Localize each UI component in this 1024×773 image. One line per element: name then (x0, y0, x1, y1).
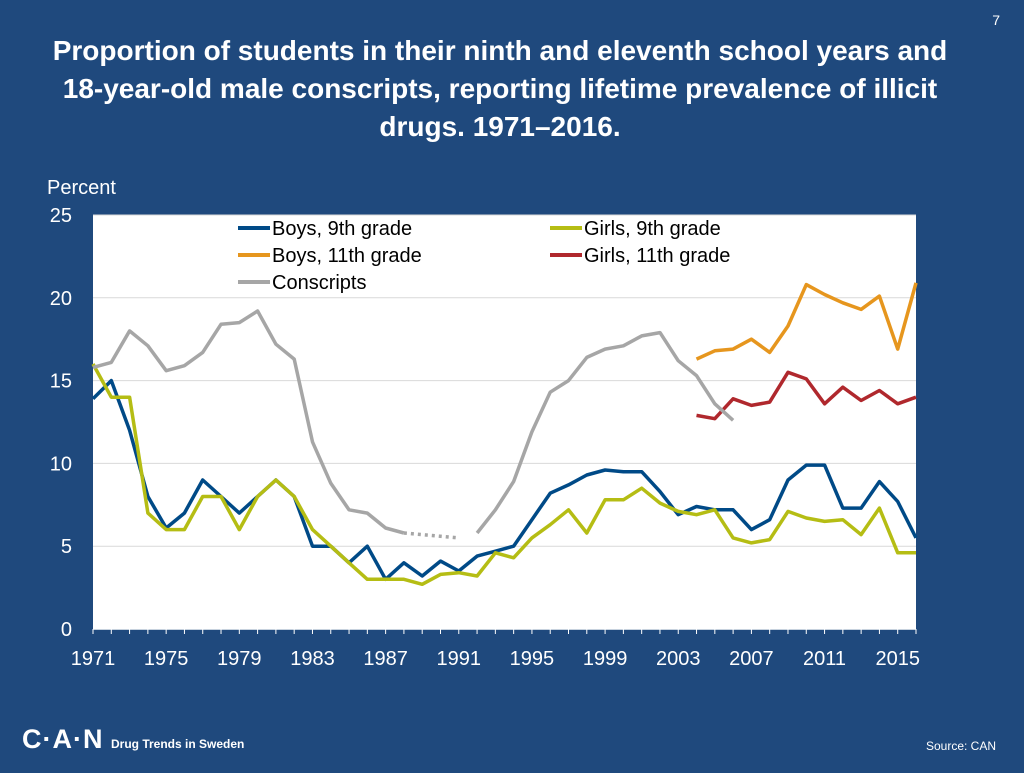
page-number: 7 (992, 12, 1000, 28)
y-tick-label-10: 10 (50, 453, 72, 475)
series-line-girls-11th-grade (696, 370, 917, 421)
y-axis-label: Percent (47, 177, 116, 199)
footer-tagline: Drug Trends in Sweden (111, 737, 245, 751)
x-tick-label-1979: 1979 (217, 648, 262, 670)
legend-label-boys-11th-grade: Boys, 11th grade (272, 245, 422, 267)
legend-label-girls-9th-grade: Girls, 9th grade (584, 218, 721, 240)
x-tick-label-1971: 1971 (71, 648, 116, 670)
x-tick-label-1983: 1983 (290, 648, 335, 670)
series-line-girls-9th-grade (91, 363, 916, 587)
source-note: Source: CAN (925, 739, 996, 753)
x-tick-label-1991: 1991 (437, 648, 482, 670)
series-line-boys-9th-grade (91, 378, 918, 582)
plot-area (93, 215, 916, 629)
chart-title: Proportion of students in their ninth an… (52, 35, 948, 142)
legend-label-conscripts: Conscripts (272, 272, 366, 294)
can-logo: C·A·N (22, 724, 104, 754)
y-tick-label-0: 0 (61, 619, 72, 641)
y-tick-label-5: 5 (61, 536, 72, 558)
legend-label-boys-9th-grade: Boys, 9th grade (272, 218, 412, 240)
series-line-boys-11th-grade (695, 282, 918, 361)
series-line-conscripts-1 (403, 531, 459, 540)
x-tick-label-2011: 2011 (803, 648, 846, 670)
x-tick-label-2003: 2003 (656, 648, 701, 670)
x-tick-label-2015: 2015 (875, 648, 920, 670)
x-tick-label-1975: 1975 (144, 648, 189, 670)
x-tick-label-1999: 1999 (583, 648, 628, 670)
series-line-conscripts-0 (92, 309, 405, 535)
x-tick-label-1987: 1987 (363, 648, 408, 670)
series-line-conscripts-2 (475, 330, 735, 535)
legend-label-girls-11th-grade: Girls, 11th grade (584, 245, 730, 267)
x-tick-label-2007: 2007 (729, 648, 774, 670)
y-tick-label-15: 15 (50, 371, 72, 393)
y-tick-label-20: 20 (50, 288, 72, 310)
x-tick-label-1995: 1995 (510, 648, 555, 670)
y-tick-label-25: 25 (50, 205, 72, 227)
